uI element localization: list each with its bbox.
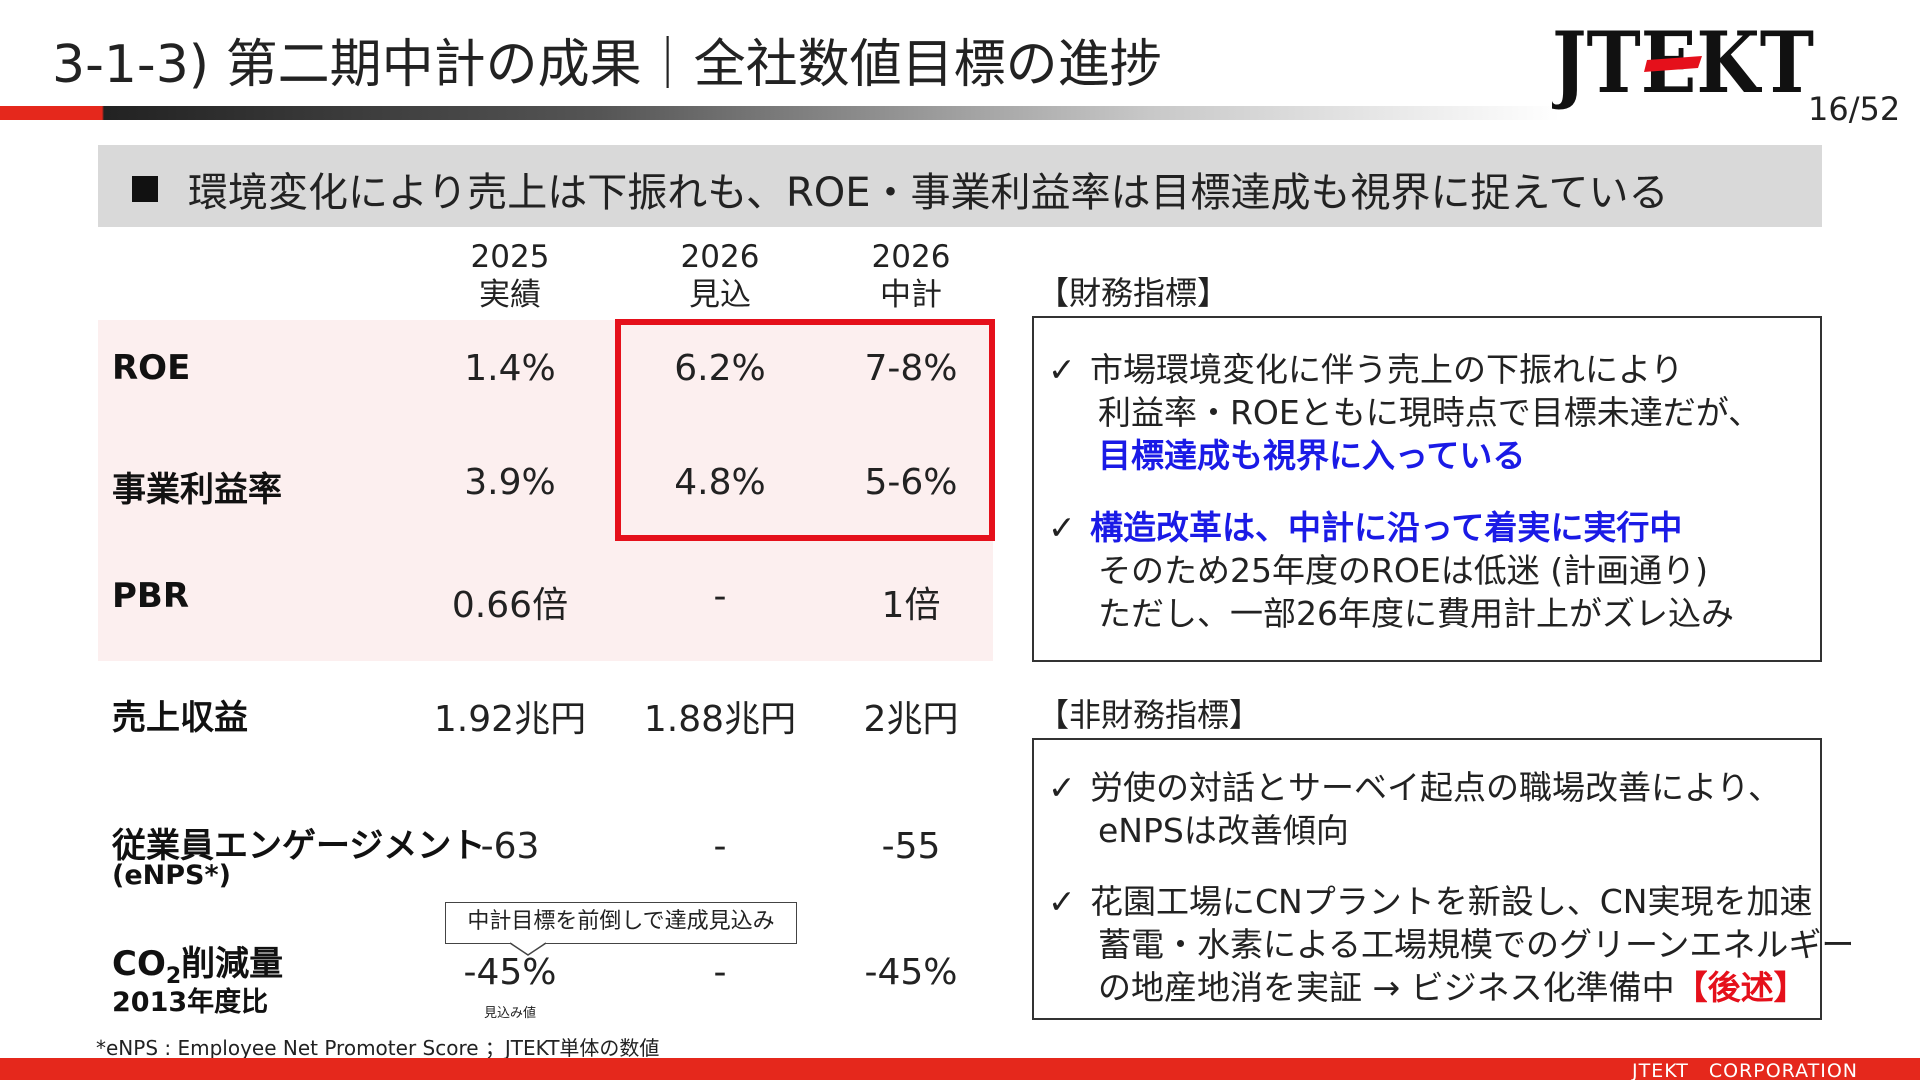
page-title: 3-1-3) 第二期中計の成果｜全社数値目標の進捗 [52, 35, 1162, 95]
non-financial-bullet-2: ✓ 花園工場にCNプラントを新設し、CN実現を加速 蓄電・水素による工場規模でのグ… [1048, 882, 1855, 1007]
row-label-roe: ROE [112, 348, 191, 388]
cell-revenue-2026-forecast: 1.88兆円 [643, 699, 797, 740]
title-underline [0, 106, 1920, 120]
estimate-note: 見込み値 [483, 1006, 536, 1021]
cell-margin-2026-forecast: 4.8% [674, 462, 766, 503]
cell-enps-2025: -63 [480, 826, 540, 867]
row-label-operating-margin: 事業利益率 [112, 470, 282, 510]
non-financial-section-label: 【非財務指標】 [1037, 696, 1262, 734]
column-header-year: 2026 [871, 239, 951, 275]
financial-bullet-2: ✓ 構造改革は、中計に沿って着実に実行中 そのため25年度のROEは低迷 (計画通… [1048, 508, 1734, 633]
column-header-2026-forecast: 2026 見込 [630, 238, 810, 314]
cell-pbr-2026-forecast: - [713, 576, 727, 617]
ahead-of-plan-callout: 中計目標を前倒しで達成見込み [445, 902, 797, 944]
non-financial-bullet-1: ✓ 労使の対話とサーベイ起点の職場改善により、 eNPSは改善傾向 [1048, 768, 1782, 850]
cell-co2-2025: -45% [463, 952, 557, 993]
jtekt-logo: JTEKT [1552, 20, 1814, 110]
cell-pbr-2026-plan: 1倍 [881, 585, 941, 626]
cell-roe-2026-forecast: 6.2% [674, 348, 766, 389]
check-icon: ✓ [1048, 882, 1076, 921]
check-icon: ✓ [1048, 508, 1076, 547]
financial-section-label: 【財務指標】 [1037, 274, 1230, 312]
cell-enps-2026-forecast: - [713, 826, 727, 867]
row-label-co2-reduction: CO2削減量 [112, 944, 284, 989]
check-icon: ✓ [1048, 768, 1076, 807]
footnote: *eNPS : Employee Net Promoter Score ；JTE… [96, 1036, 660, 1060]
cell-roe-2026-plan: 7-8% [864, 348, 958, 389]
financial-rows-highlight [98, 320, 993, 661]
headline: 環境変化により売上は下振れも、ROE・事業利益率は目標達成も視界に捉えている [132, 160, 1669, 218]
page-number: 16/52 [1808, 90, 1901, 128]
row-label-revenue: 売上収益 [112, 698, 248, 738]
column-header-type: 見込 [689, 277, 751, 313]
check-icon: ✓ [1048, 350, 1076, 389]
headline-banner [98, 145, 1822, 227]
cell-revenue-2025: 1.92兆円 [433, 699, 587, 740]
row-sublabel-baseline: 2013年度比 [112, 987, 269, 1018]
financial-bullet-1: ✓ 市場環境変化に伴う売上の下振れにより 利益率・ROEともに現時点で目標未達だが… [1048, 350, 1762, 475]
row-sublabel-enps: (eNPS*) [112, 860, 231, 891]
column-header-type: 中計 [880, 277, 942, 313]
cell-roe-2025: 1.4% [464, 348, 556, 389]
callout-tail [509, 942, 547, 956]
headline-text: 環境変化により売上は下振れも、ROE・事業利益率は目標達成も視界に捉えている [188, 170, 1669, 216]
row-label-engagement: 従業員エンゲージメント [112, 826, 486, 866]
footer-company-name: JTEKT CORPORATION [1632, 1060, 1858, 1080]
non-financial-notes-box [1032, 738, 1822, 1020]
target-highlight-frame [615, 319, 995, 541]
column-header-year: 2026 [680, 239, 760, 275]
cell-margin-2025: 3.9% [464, 462, 556, 503]
column-header-2026-plan: 2026 中計 [821, 238, 1001, 314]
column-header-type: 実績 [479, 277, 541, 313]
cell-revenue-2026-plan: 2兆円 [863, 699, 959, 740]
cell-margin-2026-plan: 5-6% [864, 462, 958, 503]
square-bullet-icon [132, 176, 158, 202]
logo-red-stroke [1644, 56, 1702, 72]
column-header-year: 2025 [470, 239, 550, 275]
row-label-pbr: PBR [112, 576, 190, 616]
cell-co2-2026-forecast: - [713, 952, 727, 993]
financial-notes-box [1032, 316, 1822, 662]
column-header-2025-actual: 2025 実績 [420, 238, 600, 314]
cell-enps-2026-plan: -55 [881, 826, 941, 867]
footer-bar [0, 1058, 1920, 1080]
cell-co2-2026-plan: -45% [864, 952, 958, 993]
cell-pbr-2025: 0.66倍 [451, 585, 569, 626]
